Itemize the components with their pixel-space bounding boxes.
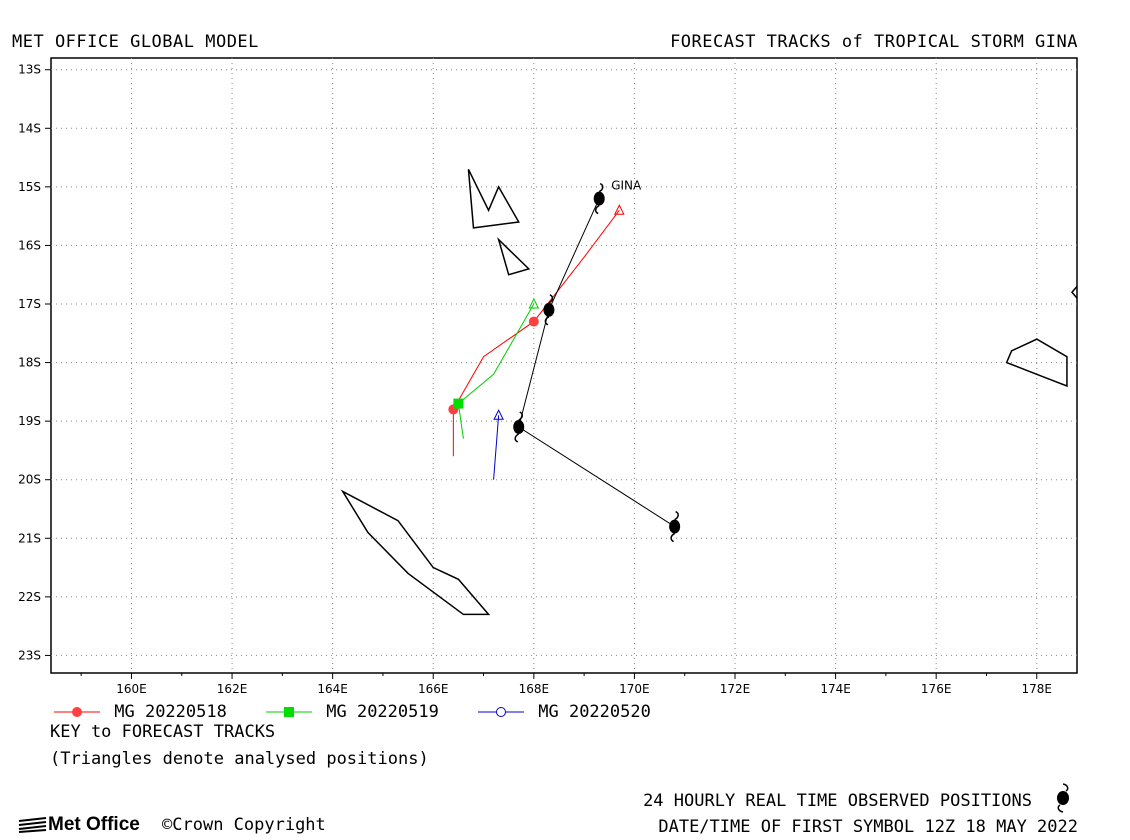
cyclone-symbol-icon: [593, 182, 605, 215]
coastline: [1005, 338, 1068, 388]
legend-marker-green-square: [266, 707, 312, 717]
met-office-wave-icon: [18, 816, 47, 833]
legend-label-mg20220520: MG 20220520: [538, 702, 651, 722]
tick-label-lon: 178E: [1022, 682, 1053, 696]
coastline: [467, 168, 520, 229]
analysed-position-triangle: [528, 297, 540, 309]
forecast-marker-circle: [528, 316, 539, 327]
tick-label-lon: 172E: [720, 682, 751, 696]
key-note: (Triangles denote analysed positions): [50, 749, 429, 769]
cyclone-symbol-icon: [513, 411, 525, 443]
legend-marker-red-circle: [54, 707, 100, 717]
forecast-marker-square: [453, 398, 464, 409]
key-title: KEY to FORECAST TRACKS: [50, 722, 276, 742]
tick-label-lat: 15S: [18, 180, 41, 194]
analysed-position-triangle: [614, 204, 625, 215]
tick-label-lat: 21S: [18, 531, 41, 545]
forecast-track-line: [493, 415, 500, 480]
copyright-text: Crown Copyright: [172, 815, 326, 835]
tick-label-lon: 162E: [217, 682, 248, 696]
storm-name-label: GINA: [611, 179, 642, 193]
tick-label-lon: 176E: [921, 682, 952, 696]
tick-label-lat: 16S: [18, 238, 41, 252]
forecast-track-line: [457, 303, 535, 439]
map-frame: [50, 57, 1078, 674]
tick-label-lat: 19S: [18, 414, 41, 428]
tick-label-lon: 160E: [116, 682, 147, 696]
tick-label-lat: 13S: [18, 63, 41, 77]
analysed-position-triangle: [493, 409, 504, 420]
tick-label-lon: 168E: [519, 682, 550, 696]
crown-copyright: ©Crown Copyright: [162, 815, 326, 835]
cyclone-symbol-icon: [1057, 783, 1069, 813]
tick-label-lat: 18S: [18, 356, 41, 370]
tick-label-lat: 20S: [18, 473, 41, 487]
legend-marker-blue-open-circle: [478, 707, 524, 717]
first-symbol-datetime: DATE/TIME OF FIRST SYMBOL 12Z 18 MAY 202…: [658, 817, 1078, 837]
legend-label-mg20220518: MG 20220518: [114, 702, 227, 722]
header-right-title: FORECAST TRACKS of TROPICAL STORM GINA: [670, 32, 1078, 52]
tick-label-lat: 23S: [18, 648, 41, 662]
legend-label-mg20220519: MG 20220519: [326, 702, 439, 722]
tick-label-lon: 170E: [619, 682, 650, 696]
observed-track-line: [518, 198, 675, 527]
header-left-title: MET OFFICE GLOBAL MODEL: [12, 32, 259, 52]
observed-positions-caption: 24 HOURLY REAL TIME OBSERVED POSITIONS: [643, 791, 1032, 811]
legend-item-mg20220519: MG 20220519: [264, 702, 439, 722]
tick-label-lon: 166E: [418, 682, 449, 696]
cyclone-symbol-icon: [543, 294, 555, 326]
tick-label-lon: 164E: [317, 682, 348, 696]
tick-label-lat: 14S: [18, 121, 41, 135]
tick-label-lat: 17S: [18, 297, 41, 311]
met-office-logo: Met Office: [18, 814, 140, 836]
tick-label-lat: 22S: [18, 590, 41, 604]
copyright-symbol: ©: [162, 815, 173, 835]
tick-label-lon: 174E: [820, 682, 851, 696]
coastline: [497, 237, 531, 276]
legend-item-mg20220518: MG 20220518: [52, 702, 227, 722]
legend-item-mg20220520: MG 20220520: [476, 702, 651, 722]
forecast-track-line: [452, 209, 620, 457]
coastline: [340, 489, 491, 616]
met-office-logo-text: Met Office: [48, 814, 140, 835]
cyclone-symbol-icon: [669, 510, 681, 543]
